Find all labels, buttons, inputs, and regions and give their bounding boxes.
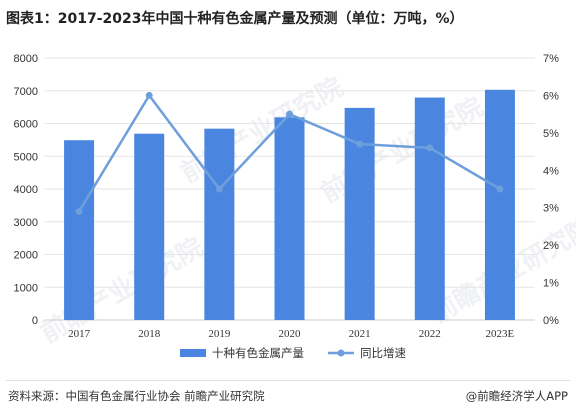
line-point [75, 207, 83, 215]
line-point [496, 185, 504, 193]
line-point [145, 91, 153, 99]
y-right-tick-label: 7% [543, 53, 559, 65]
line-point [426, 144, 434, 152]
x-tick-label: 2017 [68, 328, 91, 340]
legend-swatch-bar [180, 349, 206, 357]
bar [414, 97, 445, 320]
y-right-tick-label: 1% [543, 278, 559, 290]
bar [204, 128, 235, 320]
y-left-tick-label: 7000 [14, 86, 38, 98]
chart-title: 图表1：2017-2023年中国十种有色金属产量及预测（单位：万吨，%） [6, 11, 464, 27]
y-right-tick-label: 2% [543, 240, 559, 252]
y-left-tick-label: 8000 [14, 53, 38, 65]
legend-label: 十种有色金属产量 [212, 346, 304, 360]
y-right-tick-label: 4% [543, 165, 559, 177]
source-note: 资料来源：中国有色金属行业协会 前瞻产业研究院 [8, 389, 265, 403]
legend-label: 同比增速 [360, 346, 406, 360]
chart: 0 1000 2000 3000 4000 5000 6000 7000 8000 0% 1% 2% 3… [14, 53, 560, 360]
x-tick-label: 2021 [349, 328, 371, 340]
bar [274, 117, 305, 320]
brand-text: @前瞻经济学人APP [465, 389, 568, 403]
x-tick-label: 2022 [419, 328, 441, 340]
y-left-tick-label: 4000 [14, 184, 38, 196]
bar [484, 89, 515, 320]
y-left-tick-label: 1000 [14, 282, 38, 294]
y-right-tick-label: 3% [543, 203, 559, 215]
y-left-tick-label: 6000 [14, 119, 38, 131]
line-point [356, 140, 364, 148]
x-tick-label: 2023E [486, 328, 515, 340]
y-right-tick-label: 0% [543, 315, 559, 327]
bar [134, 133, 165, 320]
x-tick-label: 2020 [279, 328, 302, 340]
x-tick-label: 2018 [138, 328, 161, 340]
y-right-tick-label: 6% [543, 90, 559, 102]
y-left-tick-label: 0 [32, 315, 38, 327]
y-right-tick-label: 5% [543, 128, 559, 140]
y-left-tick-label: 3000 [14, 217, 38, 229]
brand-credit: @前瞻经济学人APP [466, 388, 568, 404]
y-left-tick-label: 5000 [14, 151, 38, 163]
legend-swatch-point [337, 349, 345, 357]
y-left-tick-label: 2000 [14, 250, 38, 262]
line-point [286, 110, 293, 118]
x-tick-label: 2019 [208, 328, 231, 340]
footer-divider [6, 380, 570, 381]
line-point [215, 185, 223, 193]
bar [64, 140, 95, 320]
